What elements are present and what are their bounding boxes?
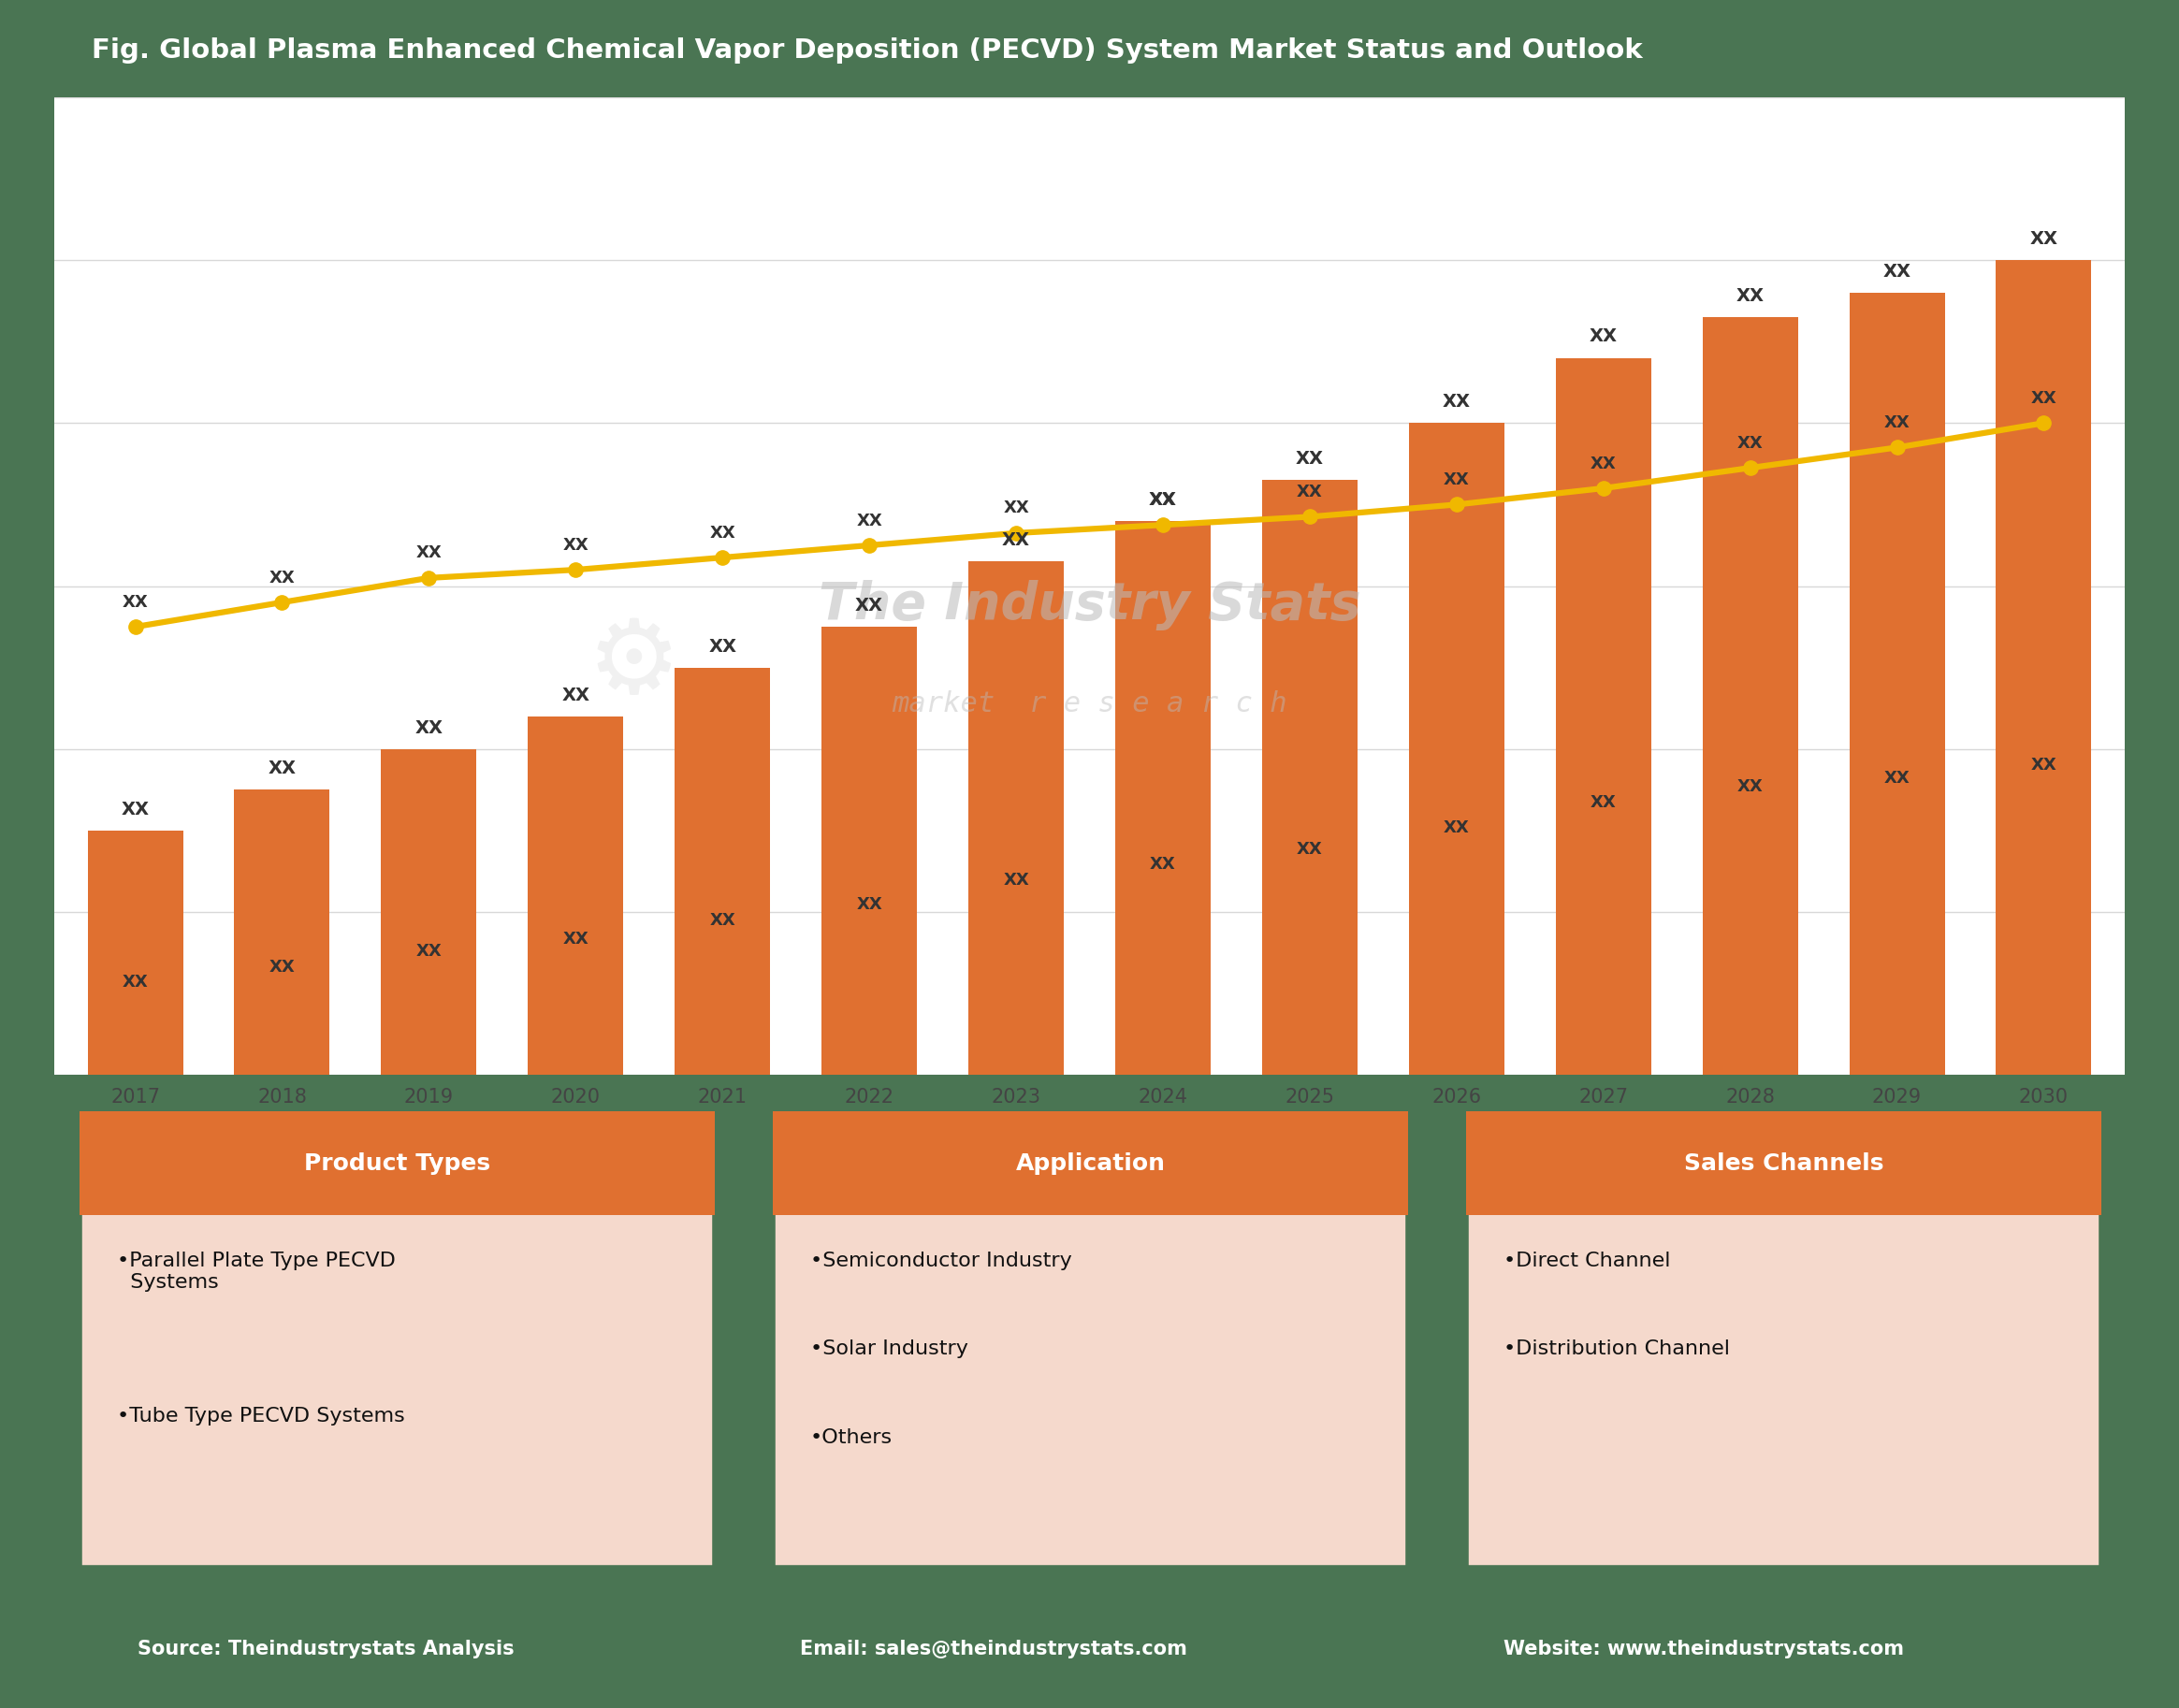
Text: XX: XX — [416, 943, 442, 960]
Text: XX: XX — [1002, 871, 1028, 888]
Bar — [1410, 424, 1504, 1074]
Bar — [527, 716, 623, 1074]
Text: XX: XX — [1148, 490, 1177, 509]
Text: XX: XX — [710, 524, 737, 541]
Bar — [1556, 359, 1652, 1074]
Text: XX: XX — [1002, 500, 1028, 518]
Bar — [235, 789, 329, 1074]
Text: XX: XX — [1442, 818, 1469, 835]
Text: XX: XX — [2031, 389, 2057, 407]
Text: •Direct Channel: •Direct Channel — [1504, 1252, 1671, 1271]
Text: XX: XX — [562, 536, 588, 553]
Bar — [381, 750, 477, 1074]
Text: XX: XX — [416, 545, 442, 562]
Text: XX: XX — [856, 512, 882, 529]
Text: •Distribution Channel: •Distribution Channel — [1504, 1339, 1730, 1358]
Text: The Industry Stats: The Industry Stats — [819, 581, 1360, 630]
Text: XX: XX — [562, 687, 591, 704]
Text: •Tube Type PECVD Systems: •Tube Type PECVD Systems — [118, 1407, 405, 1426]
Text: XX: XX — [1883, 263, 1911, 280]
Text: Fig. Global Plasma Enhanced Chemical Vapor Deposition (PECVD) System Market Stat: Fig. Global Plasma Enhanced Chemical Vap… — [92, 38, 1643, 63]
Bar — [967, 562, 1063, 1074]
Text: ⚙: ⚙ — [588, 615, 680, 714]
Bar — [1262, 480, 1358, 1074]
Text: XX: XX — [1737, 779, 1763, 796]
Bar — [821, 627, 917, 1074]
Text: XX: XX — [856, 897, 882, 914]
Text: XX: XX — [268, 760, 296, 777]
Text: XX: XX — [1885, 769, 1911, 786]
Text: XX: XX — [854, 596, 882, 615]
Text: XX: XX — [1591, 794, 1617, 811]
Bar — [1850, 292, 1944, 1074]
Text: Source: Theindustrystats Analysis: Source: Theindustrystats Analysis — [137, 1640, 514, 1658]
Text: XX: XX — [1737, 436, 1763, 451]
Bar — [774, 1112, 1408, 1568]
Text: XX: XX — [1297, 840, 1323, 857]
Text: XX: XX — [1737, 287, 1765, 304]
Text: XX: XX — [122, 801, 148, 818]
Bar — [1996, 260, 2092, 1074]
Text: market  r e s e a r c h: market r e s e a r c h — [891, 690, 1288, 717]
Text: XX: XX — [1588, 328, 1617, 345]
Bar — [774, 1112, 1408, 1216]
Text: XX: XX — [268, 569, 294, 586]
Text: XX: XX — [2031, 231, 2057, 248]
Text: XX: XX — [2031, 757, 2057, 774]
Text: XX: XX — [1442, 393, 1471, 412]
Text: XX: XX — [1297, 451, 1325, 468]
Bar — [1466, 1112, 2103, 1216]
Bar — [1116, 521, 1212, 1074]
Text: Email: sales@theindustrystats.com: Email: sales@theindustrystats.com — [800, 1640, 1188, 1658]
Bar — [78, 1112, 715, 1216]
Text: XX: XX — [710, 912, 737, 929]
Text: •Parallel Plate Type PECVD
  Systems: •Parallel Plate Type PECVD Systems — [118, 1252, 394, 1291]
Bar — [78, 1112, 715, 1568]
Text: Product Types: Product Types — [303, 1153, 490, 1175]
Text: XX: XX — [708, 637, 737, 656]
Bar — [675, 668, 769, 1074]
Bar — [1702, 318, 1798, 1074]
Text: •Solar Industry: •Solar Industry — [811, 1339, 967, 1358]
Legend: Revenue (Million $), Y-oY Growth Rate (%): Revenue (Million $), Y-oY Growth Rate (%… — [776, 1139, 1403, 1177]
Text: XX: XX — [1591, 454, 1617, 471]
Text: XX: XX — [1151, 492, 1177, 509]
Text: •Others: •Others — [811, 1428, 893, 1447]
Text: XX: XX — [1297, 483, 1323, 500]
Text: XX: XX — [1442, 471, 1469, 488]
Text: XX: XX — [562, 931, 588, 948]
Text: XX: XX — [122, 594, 148, 610]
Text: XX: XX — [1002, 531, 1031, 550]
Text: Website: www.theindustrystats.com: Website: www.theindustrystats.com — [1504, 1640, 1904, 1658]
Text: Application: Application — [1015, 1153, 1166, 1175]
Text: XX: XX — [1885, 415, 1911, 430]
Text: XX: XX — [122, 974, 148, 991]
Text: Sales Channels: Sales Channels — [1684, 1153, 1885, 1175]
Text: XX: XX — [268, 958, 294, 975]
Bar — [87, 830, 183, 1074]
Text: XX: XX — [1151, 856, 1177, 873]
Text: XX: XX — [414, 719, 442, 736]
Bar — [1466, 1112, 2103, 1568]
Text: •Semiconductor Industry: •Semiconductor Industry — [811, 1252, 1072, 1271]
